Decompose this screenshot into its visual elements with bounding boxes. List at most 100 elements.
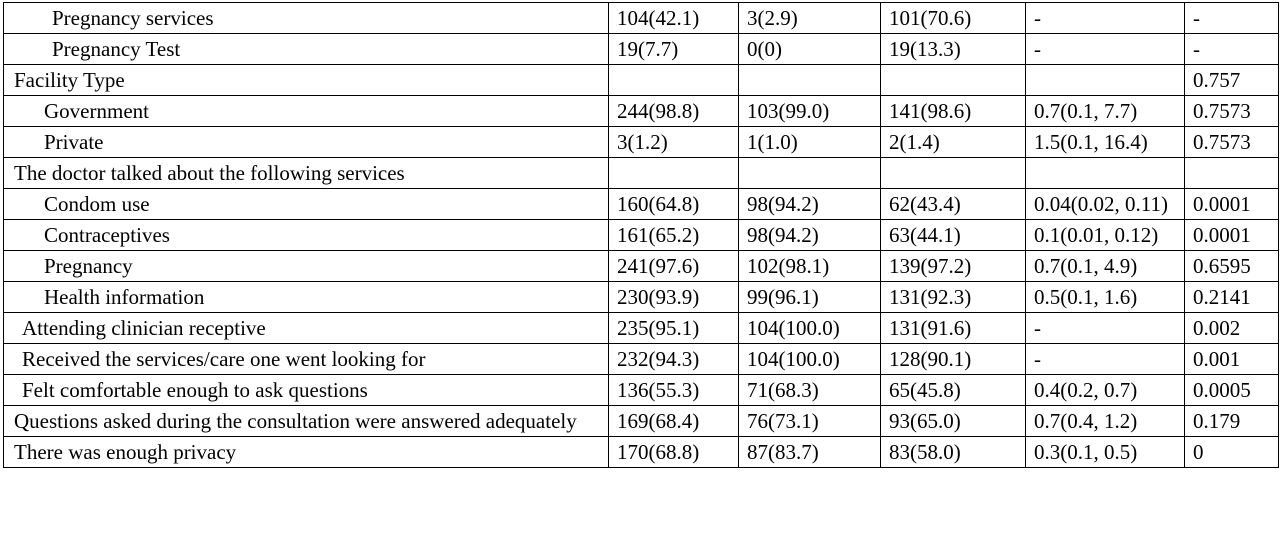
row-label: Received the services/care one went look…	[3, 343, 609, 375]
table-cell: 0.5(0.1, 1.6)	[1025, 281, 1185, 313]
table-cell: 244(98.8)	[608, 95, 739, 127]
table-cell	[1025, 64, 1185, 96]
table-cell: 0.7(0.4, 1.2)	[1025, 405, 1185, 437]
table-cell: 0.002	[1184, 312, 1279, 344]
table-cell: -	[1184, 33, 1279, 65]
table-cell: 103(99.0)	[738, 95, 881, 127]
table-cell: 104(100.0)	[738, 312, 881, 344]
table-cell: 139(97.2)	[880, 250, 1026, 282]
table-cell: 0.0005	[1184, 374, 1279, 406]
table-cell	[880, 157, 1026, 189]
table-row: The doctor talked about the following se…	[3, 157, 1279, 189]
table-cell: 170(68.8)	[608, 436, 739, 468]
table-cell	[738, 64, 881, 96]
row-label: Questions asked during the consultation …	[3, 405, 609, 437]
table-cell: 0.001	[1184, 343, 1279, 375]
data-table: Pregnancy services 104(42.1) 3(2.9) 101(70.…	[3, 2, 1279, 468]
table-cell: 0.2141	[1184, 281, 1279, 313]
table-cell: 0.179	[1184, 405, 1279, 437]
table-cell: 62(43.4)	[880, 188, 1026, 220]
table-cell: 98(94.2)	[738, 188, 881, 220]
table-cell: 0.7(0.1, 7.7)	[1025, 95, 1185, 127]
table-cell: 0.1(0.01, 0.12)	[1025, 219, 1185, 251]
table-row: Pregnancy 241(97.6) 102(98.1) 139(97.2) 0.7(…	[3, 250, 1279, 282]
table-cell: 93(65.0)	[880, 405, 1026, 437]
table-cell: 131(92.3)	[880, 281, 1026, 313]
table-cell: 0	[1184, 436, 1279, 468]
table-cell: 232(94.3)	[608, 343, 739, 375]
table-cell: 0.757	[1184, 64, 1279, 96]
table-cell: 76(73.1)	[738, 405, 881, 437]
table-row: Questions asked during the consultation …	[3, 405, 1279, 437]
table-cell: 63(44.1)	[880, 219, 1026, 251]
table-cell: -	[1025, 312, 1185, 344]
table-cell: 83(58.0)	[880, 436, 1026, 468]
row-label: Pregnancy	[3, 250, 609, 282]
table-cell: 71(68.3)	[738, 374, 881, 406]
table-cell: 128(90.1)	[880, 343, 1026, 375]
row-label: Felt comfortable enough to ask questions	[3, 374, 609, 406]
table-cell: 161(65.2)	[608, 219, 739, 251]
table-cell: 0.7573	[1184, 95, 1279, 127]
table-cell: 0.4(0.2, 0.7)	[1025, 374, 1185, 406]
table-row: Pregnancy Test 19(7.7) 0(0) 19(13.3) - -	[3, 33, 1279, 65]
table-cell: 1.5(0.1, 16.4)	[1025, 126, 1185, 158]
table-cell: 141(98.6)	[880, 95, 1026, 127]
table-cell: -	[1025, 33, 1185, 65]
table-cell	[1025, 157, 1185, 189]
table-cell: 136(55.3)	[608, 374, 739, 406]
table-row: Contraceptives 161(65.2) 98(94.2) 63(44.1) 0…	[3, 219, 1279, 251]
table-cell: 0(0)	[738, 33, 881, 65]
table-cell: 3(1.2)	[608, 126, 739, 158]
table-cell	[738, 157, 881, 189]
table-cell: -	[1025, 2, 1185, 34]
table-cell: 160(64.8)	[608, 188, 739, 220]
table-body: Pregnancy services 104(42.1) 3(2.9) 101(70.…	[3, 2, 1279, 468]
table-row: Health information 230(93.9) 99(96.1) 131(9…	[3, 281, 1279, 313]
table-cell: 19(7.7)	[608, 33, 739, 65]
row-label: There was enough privacy	[3, 436, 609, 468]
table-row: There was enough privacy 170(68.8) 87(83.7…	[3, 436, 1279, 468]
table-cell: 98(94.2)	[738, 219, 881, 251]
table-row: Attending clinician receptive 235(95.1) 10…	[3, 312, 1279, 344]
table-cell: 0.7(0.1, 4.9)	[1025, 250, 1185, 282]
table-cell: 0.0001	[1184, 219, 1279, 251]
row-label: The doctor talked about the following se…	[3, 157, 609, 189]
table-row: Private 3(1.2) 1(1.0) 2(1.4) 1.5(0.1, 16.4) 0…	[3, 126, 1279, 158]
table-cell	[1184, 157, 1279, 189]
table-cell: 87(83.7)	[738, 436, 881, 468]
table-cell: 65(45.8)	[880, 374, 1026, 406]
table-cell: 241(97.6)	[608, 250, 739, 282]
table-cell	[608, 157, 739, 189]
table-cell: 2(1.4)	[880, 126, 1026, 158]
table-row: Received the services/care one went look…	[3, 343, 1279, 375]
table-cell	[880, 64, 1026, 96]
table-cell: 99(96.1)	[738, 281, 881, 313]
table-cell: 102(98.1)	[738, 250, 881, 282]
table-cell: 104(42.1)	[608, 2, 739, 34]
table-cell: 1(1.0)	[738, 126, 881, 158]
row-label: Health information	[3, 281, 609, 313]
table-cell: -	[1025, 343, 1185, 375]
table-cell: 0.04(0.02, 0.11)	[1025, 188, 1185, 220]
table-cell: 235(95.1)	[608, 312, 739, 344]
table-cell: 131(91.6)	[880, 312, 1026, 344]
table-cell: 230(93.9)	[608, 281, 739, 313]
table-cell: -	[1184, 2, 1279, 34]
table-cell: 104(100.0)	[738, 343, 881, 375]
table-cell: 0.7573	[1184, 126, 1279, 158]
table-row: Facility Type 0.757	[3, 64, 1279, 96]
row-label: Private	[3, 126, 609, 158]
row-label: Attending clinician receptive	[3, 312, 609, 344]
table-cell	[608, 64, 739, 96]
row-label: Pregnancy Test	[3, 33, 609, 65]
table-cell: 0.3(0.1, 0.5)	[1025, 436, 1185, 468]
table-cell: 3(2.9)	[738, 2, 881, 34]
row-label: Contraceptives	[3, 219, 609, 251]
table-cell: 0.6595	[1184, 250, 1279, 282]
table-row: Pregnancy services 104(42.1) 3(2.9) 101(70.…	[3, 2, 1279, 34]
table-row: Felt comfortable enough to ask questions…	[3, 374, 1279, 406]
row-label: Facility Type	[3, 64, 609, 96]
table-cell: 0.0001	[1184, 188, 1279, 220]
